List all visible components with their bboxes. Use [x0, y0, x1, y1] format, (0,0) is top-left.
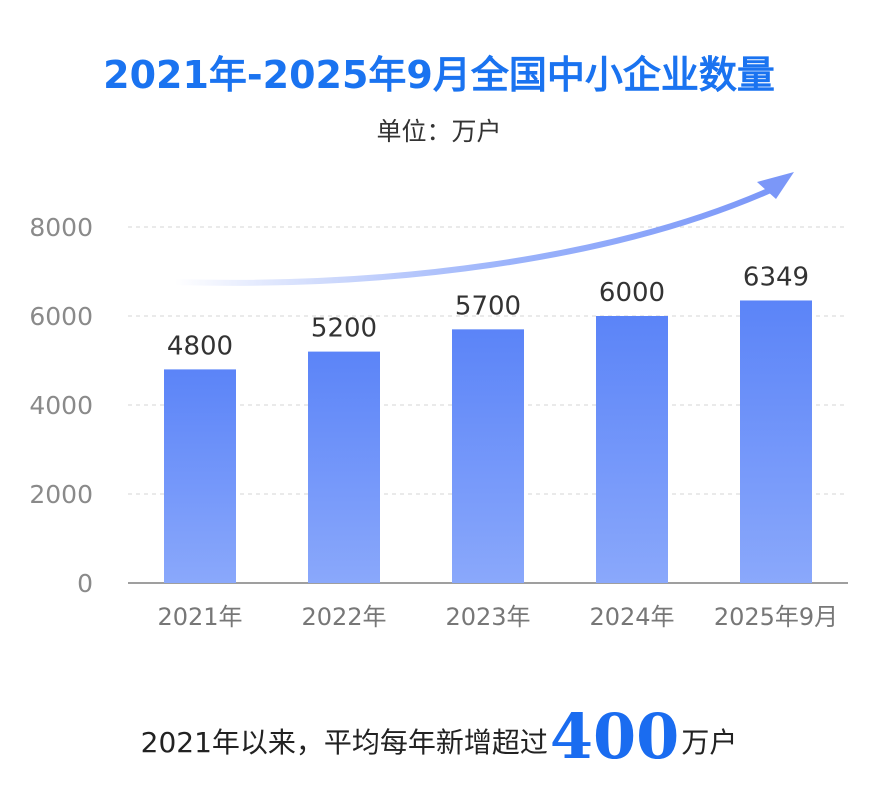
y-tick-label: 8000: [29, 213, 93, 242]
unit-label: 单位：万户: [376, 117, 502, 146]
y-tick-label: 4000: [29, 391, 93, 420]
x-axis-ticks: 2021年 2022年 2023年 2024年 2025年9月: [157, 603, 838, 631]
bar: [740, 300, 812, 583]
trend-arrow-shaft: [172, 185, 778, 286]
summary-highlight-number: 400: [549, 700, 680, 773]
bar: [596, 316, 668, 583]
bar: [452, 329, 524, 583]
summary-text: 2021年以来，平均每年新增超过400万户: [0, 700, 878, 773]
bar: [164, 369, 236, 583]
data-label: 4800: [167, 331, 233, 361]
data-label: 5700: [455, 291, 521, 321]
x-tick-label: 2021年: [157, 603, 242, 631]
chart-title: 2021年-2025年9月全国中小企业数量: [103, 53, 775, 97]
y-tick-label: 0: [77, 569, 93, 598]
y-tick-label: 6000: [29, 302, 93, 331]
summary-suffix: 万户: [681, 726, 738, 759]
data-label: 6000: [599, 278, 665, 308]
data-label: 6349: [743, 262, 809, 292]
x-tick-label: 2023年: [445, 603, 530, 631]
data-labels: 4800 5200 5700 6000 6349: [167, 262, 809, 361]
bar: [308, 351, 380, 583]
trend-arrow-head: [757, 172, 794, 199]
data-label: 5200: [311, 314, 377, 344]
y-tick-label: 2000: [29, 480, 93, 509]
x-tick-label: 2025年9月: [714, 603, 838, 631]
summary-prefix: 2021年以来，平均每年新增超过: [140, 726, 548, 759]
trend-arrow: [172, 172, 794, 286]
x-tick-label: 2022年: [301, 603, 386, 631]
bars: [164, 300, 812, 583]
x-tick-label: 2024年: [589, 603, 674, 631]
y-axis-ticks: 0 2000 4000 6000 8000: [29, 213, 93, 598]
